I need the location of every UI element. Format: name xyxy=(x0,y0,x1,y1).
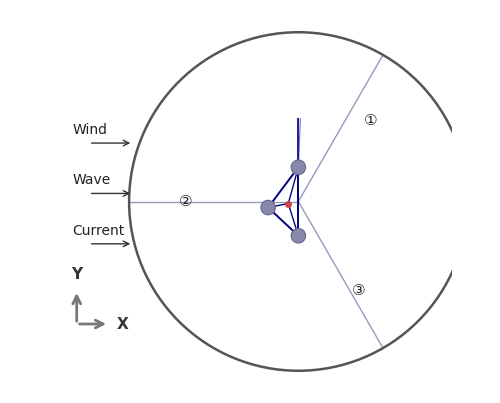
Text: Wave: Wave xyxy=(72,173,111,187)
Text: Current: Current xyxy=(72,224,125,238)
Text: Y: Y xyxy=(71,267,83,282)
Circle shape xyxy=(261,200,276,215)
Circle shape xyxy=(291,160,306,174)
Text: ②: ② xyxy=(178,194,192,209)
Text: Wind: Wind xyxy=(72,123,108,137)
Text: ①: ① xyxy=(364,113,378,129)
Circle shape xyxy=(291,229,306,243)
Text: ③: ③ xyxy=(352,283,366,298)
Text: X: X xyxy=(117,316,129,332)
